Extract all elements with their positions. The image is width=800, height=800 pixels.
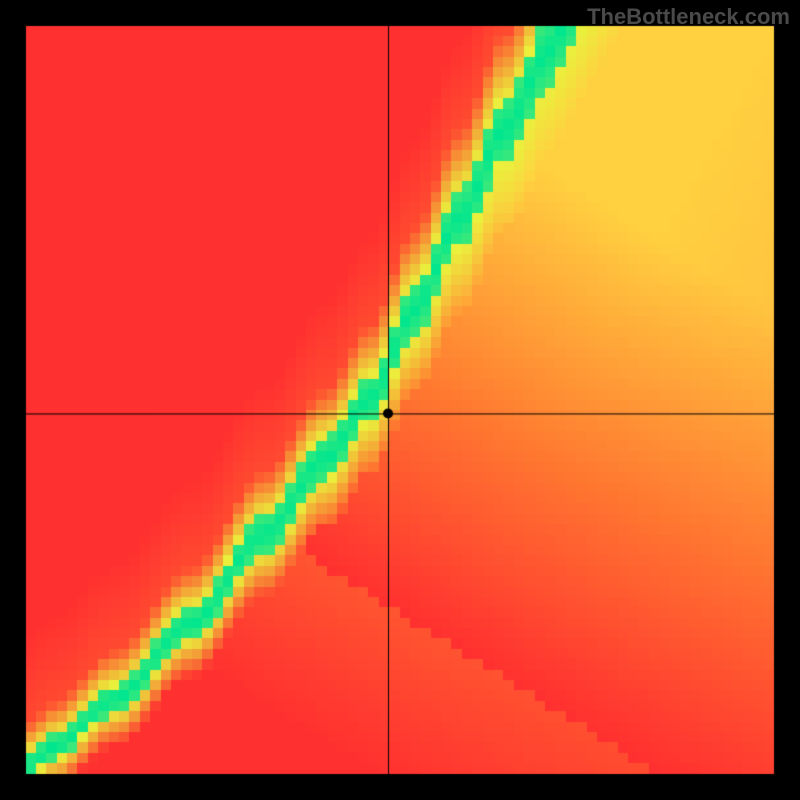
bottleneck-heatmap-canvas [0, 0, 800, 800]
chart-container: TheBottleneck.com [0, 0, 800, 800]
watermark-text: TheBottleneck.com [587, 4, 790, 30]
